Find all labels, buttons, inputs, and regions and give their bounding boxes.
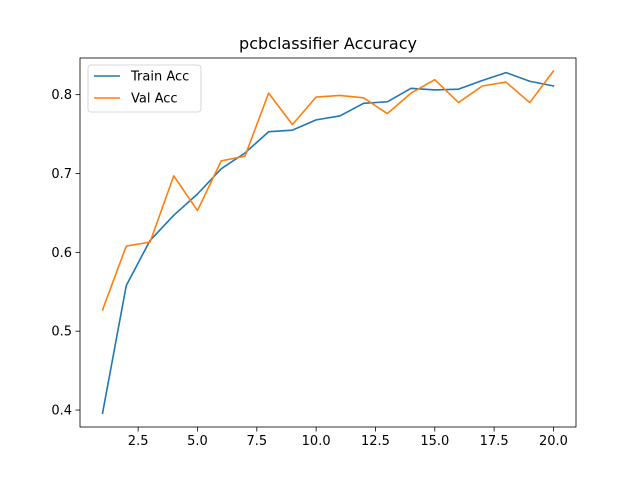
y-tick-label: 0.4 (51, 404, 72, 419)
x-tick-label: 7.5 (246, 434, 267, 449)
y-tick-label: 0.5 (51, 325, 72, 340)
x-tick-label: 12.5 (361, 434, 390, 449)
y-tick-label: 0.7 (51, 167, 72, 182)
legend-label: Val Acc (131, 92, 178, 107)
axes-frame (79, 57, 577, 428)
x-tick-label: 2.5 (128, 434, 149, 449)
y-tick-label: 0.8 (51, 88, 72, 103)
plot-area: 2.5 5.0 7.5 10.0 12.5 15.0 17.5 20.0 0.4 0.5 0.6 0.… (51, 57, 577, 449)
legend-label: Train Acc (130, 70, 189, 85)
x-tick-label: 10.0 (302, 434, 331, 449)
series-line-train-acc (101, 71, 555, 415)
series-line-val-acc (101, 69, 555, 311)
x-tick-label: 20.0 (539, 434, 568, 449)
y-tick-label: 0.6 (51, 246, 72, 261)
x-tick-label: 5.0 (187, 434, 208, 449)
x-tick-label: 15.0 (420, 434, 449, 449)
x-tick-label: 17.5 (480, 434, 509, 449)
chart-title: pcbclassifier Accuracy (239, 34, 417, 53)
